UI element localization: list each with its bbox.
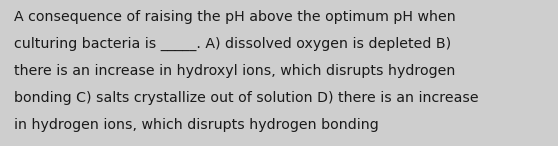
Text: in hydrogen ions, which disrupts hydrogen bonding: in hydrogen ions, which disrupts hydroge… [14, 118, 379, 132]
Text: A consequence of raising the pH above the optimum pH when: A consequence of raising the pH above th… [14, 10, 456, 24]
Text: there is an increase in hydroxyl ions, which disrupts hydrogen: there is an increase in hydroxyl ions, w… [14, 64, 455, 78]
Text: culturing bacteria is _____. A) dissolved oxygen is depleted B): culturing bacteria is _____. A) dissolve… [14, 37, 451, 51]
Text: bonding C) salts crystallize out of solution D) there is an increase: bonding C) salts crystallize out of solu… [14, 91, 479, 105]
